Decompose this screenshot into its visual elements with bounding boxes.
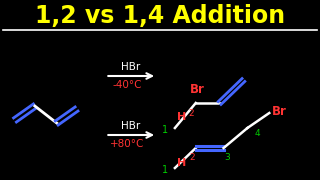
Text: Br: Br xyxy=(190,82,205,96)
Text: H: H xyxy=(177,158,187,168)
Text: +80°C: +80°C xyxy=(110,139,144,149)
Text: 1: 1 xyxy=(162,125,168,135)
Text: 2: 2 xyxy=(189,154,195,163)
Text: HBr: HBr xyxy=(121,121,140,131)
Text: -40°C: -40°C xyxy=(112,80,142,90)
Text: 1: 1 xyxy=(162,165,168,175)
Text: HBr: HBr xyxy=(121,62,140,72)
Text: 4: 4 xyxy=(254,129,260,138)
Text: 3: 3 xyxy=(225,154,230,163)
Text: H: H xyxy=(177,112,187,122)
Text: Br: Br xyxy=(272,105,287,118)
Text: 1,2 vs 1,4 Addition: 1,2 vs 1,4 Addition xyxy=(35,4,285,28)
Text: 2: 2 xyxy=(188,109,194,118)
